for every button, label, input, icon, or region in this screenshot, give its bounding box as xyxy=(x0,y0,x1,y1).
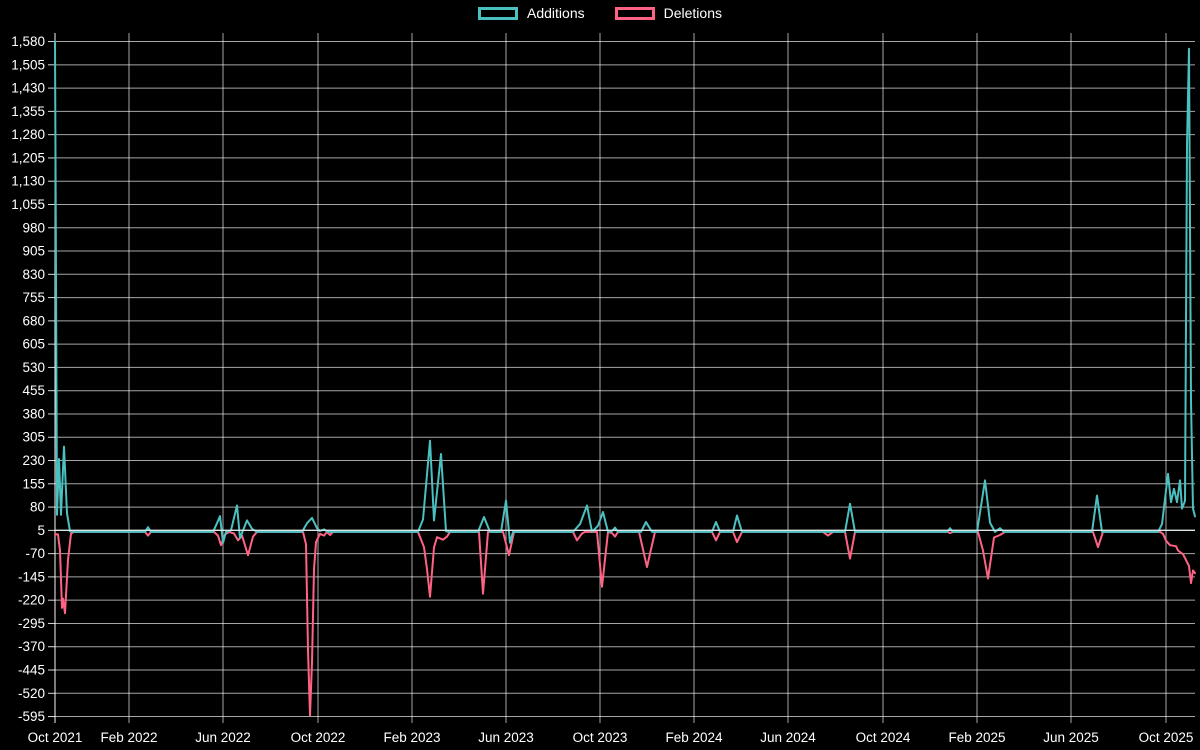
y-axis-tick-label: 1,580 xyxy=(11,34,45,49)
chart-legend: Additions Deletions xyxy=(0,6,1200,20)
y-axis-tick-label: -445 xyxy=(18,663,45,678)
y-axis-tick-label: 380 xyxy=(22,406,45,421)
y-axis-tick-label: -595 xyxy=(18,709,45,724)
x-axis-label: Jun 2025 xyxy=(1043,730,1099,745)
y-axis-tick-label: 1,205 xyxy=(11,150,45,165)
x-axis-label: Jun 2024 xyxy=(760,730,816,745)
y-axis-tick-label: 1,355 xyxy=(11,104,45,119)
y-axis-tick-label: 455 xyxy=(22,383,45,398)
y-axis-tick-label: 905 xyxy=(22,244,45,259)
y-axis-tick-label: 605 xyxy=(22,337,45,352)
y-axis-tick-label: -70 xyxy=(25,546,45,561)
legend-item-deletions[interactable]: Deletions xyxy=(614,5,722,21)
y-axis-tick-label: -145 xyxy=(18,569,45,584)
x-axis-label: Oct 2021 xyxy=(28,730,83,745)
deletions-swatch-icon xyxy=(614,6,655,20)
y-axis-tick-label: -370 xyxy=(18,639,45,654)
series-line-additions xyxy=(54,40,1196,544)
y-axis-tick-label: 530 xyxy=(22,360,45,375)
x-axis-label: Jun 2022 xyxy=(195,730,251,745)
y-axis-tick-label: 230 xyxy=(22,453,45,468)
y-axis-tick-label: 980 xyxy=(22,220,45,235)
additions-swatch-icon xyxy=(478,6,519,20)
y-axis-tick-label: 1,055 xyxy=(11,197,45,212)
y-axis-tick-label: 5 xyxy=(37,523,45,538)
y-axis-tick-label: 155 xyxy=(22,476,45,491)
x-axis-label: Oct 2025 xyxy=(1139,730,1194,745)
y-axis-tick-label: -520 xyxy=(18,686,45,701)
x-axis-label: Feb 2024 xyxy=(665,730,723,745)
y-axis-tick-label: 755 xyxy=(22,290,45,305)
y-axis-tick-label: 1,130 xyxy=(11,174,45,189)
x-axis-label: Oct 2022 xyxy=(291,730,346,745)
y-axis-tick-label: 680 xyxy=(22,313,45,328)
x-axis-label: Oct 2024 xyxy=(856,730,911,745)
y-axis-tick-label: 830 xyxy=(22,267,45,282)
x-axis-label: Oct 2023 xyxy=(573,730,628,745)
y-axis-tick-label: 305 xyxy=(22,430,45,445)
legend-label-deletions: Deletions xyxy=(663,5,722,21)
x-axis-label: Jun 2023 xyxy=(478,730,534,745)
y-axis-tick-label: -220 xyxy=(18,593,45,608)
y-axis-tick-label: 80 xyxy=(30,500,45,515)
x-axis-label: Feb 2022 xyxy=(100,730,157,745)
y-axis-tick-label: 1,505 xyxy=(11,57,45,72)
x-axis-label: Feb 2023 xyxy=(383,730,440,745)
x-axis-label: Feb 2025 xyxy=(948,730,1005,745)
legend-item-additions[interactable]: Additions xyxy=(478,6,585,20)
legend-label-additions: Additions xyxy=(527,5,585,21)
y-axis-tick-label: 1,280 xyxy=(11,127,45,142)
y-axis-tick-label: 1,430 xyxy=(11,81,45,96)
y-axis-tick-label: -295 xyxy=(18,616,45,631)
